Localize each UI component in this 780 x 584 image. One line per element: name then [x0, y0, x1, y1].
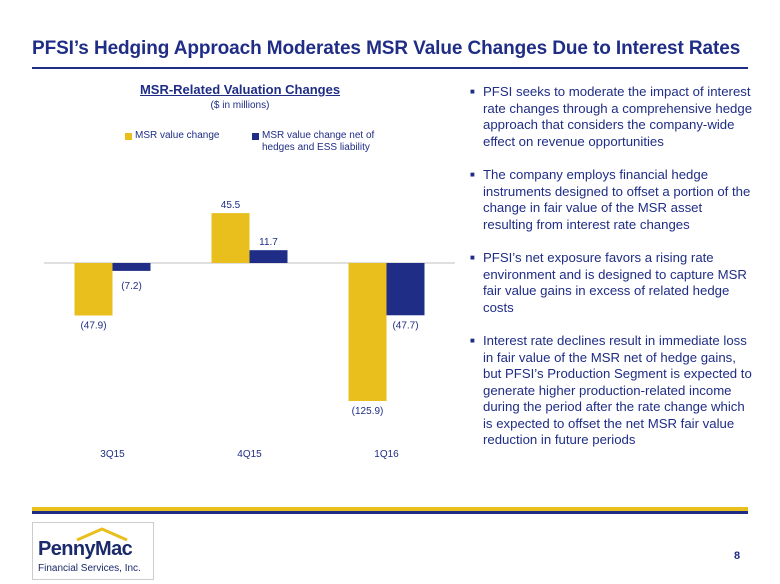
bullet-text: PFSI seeks to moderate the impact of int… [483, 84, 753, 149]
footer-bar-blue [32, 511, 748, 514]
bullet-text: PFSI’s net exposure favors a rising rate… [483, 249, 747, 315]
footer-bar-yellow [32, 507, 748, 511]
bar-msr-value-change-1q16 [348, 263, 387, 401]
category-label-1q16: 1Q16 [374, 449, 399, 460]
bar-msr-value-change-3q15 [74, 263, 113, 316]
legend-label: MSR value change [135, 130, 220, 142]
legend-line: hedges and ESS liability [262, 142, 370, 153]
page-title: PFSI’s Hedging Approach Moderates MSR Va… [32, 38, 741, 59]
bar-chart: (47.9) (7.2) 45.5 11.7 (125.9) (47.7) 3Q15 4Q1… [44, 200, 455, 460]
chart-subtitle: ($ in millions) [210, 100, 270, 111]
bar-msr-value-change-net-3q15 [112, 263, 151, 271]
bullet-item: ■ PFSI’s net exposure favors a rising ra… [470, 250, 755, 316]
page-number: 8 [734, 550, 741, 562]
category-label-3q15: 3Q15 [100, 449, 125, 460]
bar-msr-value-change-4q15 [211, 213, 250, 263]
company-logo: PennyMac Financial Services, Inc. [32, 522, 154, 580]
data-label: (47.7) [392, 320, 418, 331]
logo-wordmark: PennyMac [38, 538, 133, 560]
bars-layer [74, 213, 425, 401]
bar-msr-value-change-net-4q15 [249, 250, 288, 263]
legend-swatch-yellow [125, 133, 132, 140]
legend-line: MSR value change [135, 130, 220, 141]
square-bullet-icon: ■ [470, 252, 475, 262]
category-labels-layer: 3Q15 4Q15 1Q16 [100, 449, 399, 460]
bullet-item: ■ The company employs financial hedge in… [470, 167, 755, 233]
category-label-4q15: 4Q15 [237, 449, 262, 460]
title-divider [32, 67, 748, 69]
data-labels-layer: (47.9) (7.2) 45.5 11.7 (125.9) (47.7) [80, 200, 418, 417]
chart-title: MSR-Related Valuation Changes [139, 82, 341, 97]
legend-swatch-blue [252, 133, 259, 140]
legend-item-msr-value-change: MSR value change [125, 130, 220, 142]
square-bullet-icon: ■ [470, 87, 475, 96]
bullet-text: The company employs financial hedge inst… [483, 166, 751, 232]
data-label: (7.2) [121, 281, 142, 292]
bullet-list: ■ PFSI seeks to moderate the impact of i… [470, 84, 755, 466]
data-label: 45.5 [221, 200, 241, 211]
bullet-item: ■ Interest rate declines result in immed… [470, 333, 755, 449]
logo-subtitle: Financial Services, Inc. [38, 563, 141, 574]
data-label: 11.7 [259, 237, 278, 248]
square-bullet-icon: ■ [470, 335, 475, 345]
data-label: (47.9) [80, 321, 106, 332]
roof-icon [76, 527, 128, 541]
legend-line: MSR value change net of [262, 130, 375, 141]
legend-label: MSR value change net of hedges and ESS l… [262, 130, 374, 154]
bullet-item: ■ PFSI seeks to moderate the impact of i… [470, 84, 755, 150]
bullet-text: Interest rate declines result in immedia… [483, 332, 752, 448]
data-label: (125.9) [352, 406, 384, 417]
square-bullet-icon: ■ [470, 169, 475, 179]
bar-msr-value-change-net-1q16 [386, 263, 425, 316]
legend-item-msr-value-change-net: MSR value change net of hedges and ESS l… [252, 130, 374, 154]
